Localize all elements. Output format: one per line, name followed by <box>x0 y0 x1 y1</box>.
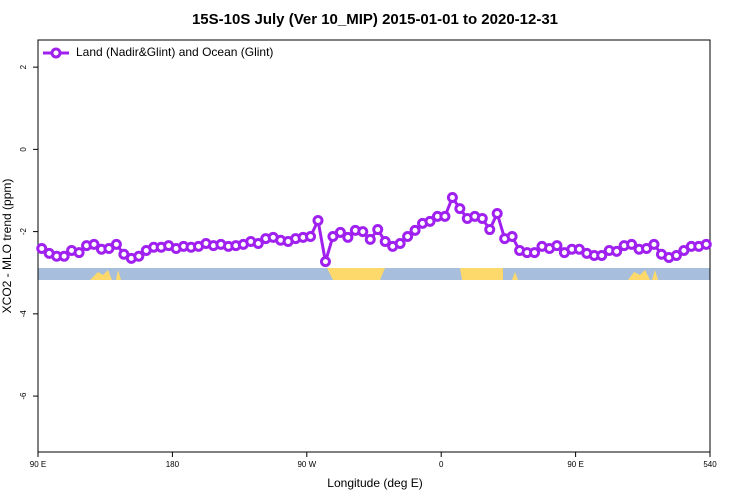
land-band <box>327 268 385 280</box>
legend-label: Land (Nadir&Glint) and Ocean (Glint) <box>76 45 273 59</box>
data-point <box>312 215 324 227</box>
data-point <box>596 249 608 261</box>
y-tick-label: 2 <box>19 64 28 69</box>
data-point <box>446 191 458 203</box>
land-band <box>628 270 650 280</box>
data-point <box>379 235 391 247</box>
y-tick-label: -4 <box>19 310 28 318</box>
data-point <box>394 238 406 250</box>
data-point <box>670 249 682 261</box>
x-axis-label: Longitude (deg E) <box>327 476 422 490</box>
y-axis-label: XCO2 - MLO trend (ppm) <box>0 179 14 314</box>
data-point <box>491 208 503 220</box>
land-band <box>90 270 112 280</box>
x-tick-label: 90 E <box>567 460 583 469</box>
x-tick-label: 0 <box>439 460 444 469</box>
data-point <box>506 231 518 243</box>
data-point <box>357 226 369 238</box>
data-point <box>454 203 466 215</box>
data-point <box>319 256 331 268</box>
data-point <box>88 238 100 250</box>
data-point <box>439 210 451 222</box>
data-point <box>626 238 638 250</box>
data-point <box>334 226 346 238</box>
data-point <box>36 242 48 254</box>
data-point <box>551 240 563 252</box>
data-point <box>252 238 264 250</box>
y-tick-label: 0 <box>19 147 28 152</box>
x-tick-label: 90 W <box>297 460 316 469</box>
chart-title: 15S-10S July (Ver 10_MIP) 2015-01-01 to … <box>192 11 558 28</box>
y-tick-label: -6 <box>19 392 28 400</box>
data-point <box>476 212 488 224</box>
data-point <box>409 224 421 236</box>
land-band <box>460 268 503 280</box>
data-point <box>364 233 376 245</box>
land-band <box>116 270 121 280</box>
data-point <box>529 247 541 259</box>
data-point <box>648 238 660 250</box>
data-point <box>611 245 623 257</box>
data-point <box>133 250 145 262</box>
data-point <box>402 231 414 243</box>
data-point <box>342 231 354 243</box>
x-tick-label: 90 E <box>30 460 46 469</box>
data-point <box>484 224 496 236</box>
y-tick-label: -2 <box>19 228 28 236</box>
legend-marker <box>50 47 62 59</box>
data-point <box>700 238 712 250</box>
land-band <box>512 272 518 280</box>
data-point <box>424 215 436 227</box>
data-point <box>110 238 122 250</box>
data-point <box>305 231 317 243</box>
land-band <box>652 270 658 280</box>
land-ocean-strip <box>38 268 710 280</box>
data-point <box>372 224 384 236</box>
x-tick-label: 180 <box>166 460 180 469</box>
x-tick-label: 540 <box>703 460 717 469</box>
data-point <box>58 250 70 262</box>
data-point <box>73 247 85 259</box>
